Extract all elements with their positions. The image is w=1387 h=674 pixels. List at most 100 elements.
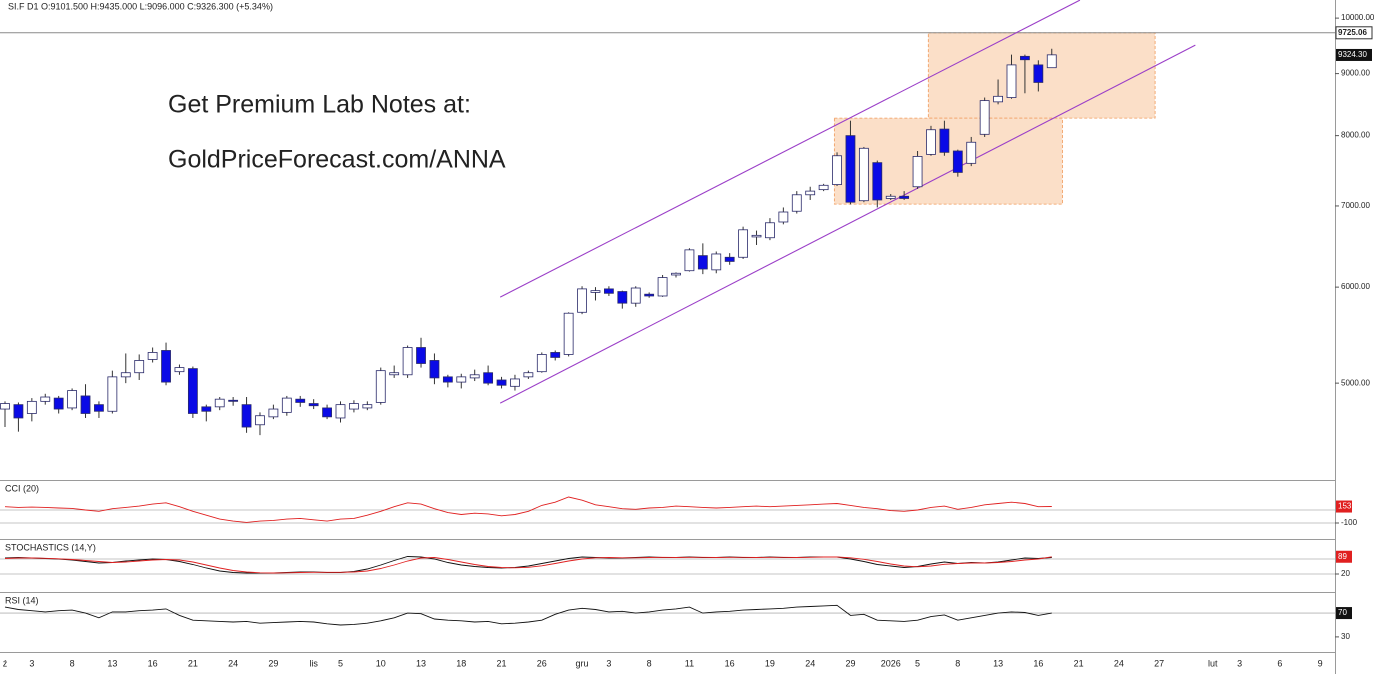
candle-body (536, 354, 547, 373)
candle-body (939, 128, 950, 153)
candle-body (671, 272, 681, 276)
x-tick-label: 24 (805, 658, 815, 668)
candle-body (201, 406, 212, 412)
x-tick-label: 13 (107, 658, 117, 668)
y-tick-label: 5000.00 (1341, 378, 1370, 387)
indicator-line (4, 556, 1052, 574)
y-tick-label: -100 (1341, 518, 1358, 527)
candle-body (483, 372, 494, 384)
candle-body (429, 360, 440, 379)
x-tick-label: lut (1208, 658, 1218, 668)
candle-body (147, 352, 158, 360)
candle-body (281, 397, 292, 413)
candle-body (295, 398, 306, 403)
last-value-box (1336, 500, 1352, 513)
price-tag-label: 9725.06 (1338, 28, 1367, 37)
candle-body (966, 141, 977, 164)
x-tick-label: 3 (29, 658, 34, 668)
candle-body (684, 249, 695, 272)
candle-body (630, 287, 641, 304)
candle-body (241, 404, 252, 428)
candle-body (711, 253, 722, 271)
candle-body (187, 368, 198, 414)
y-tick-label: 6000.00 (1341, 282, 1370, 291)
y-tick-label: 8000.00 (1341, 131, 1370, 140)
annotation: GoldPriceForecast.com/ANNA (168, 146, 506, 174)
candle-body (335, 404, 346, 419)
trend-line (499, 0, 1081, 298)
candle-body (389, 372, 400, 376)
x-tick-label: 5 (915, 658, 920, 668)
candle-body (67, 390, 77, 409)
candle-body (738, 229, 748, 258)
candle-body (751, 234, 762, 238)
x-tick-label: 8 (70, 658, 75, 668)
candle-body (255, 415, 265, 426)
x-tick-label: 24 (228, 658, 238, 668)
candle-body (308, 403, 319, 407)
price-tag-box (1335, 26, 1373, 40)
candle-body (40, 396, 51, 402)
candle-body (550, 352, 561, 358)
candle-body (563, 312, 574, 355)
candle-body (134, 360, 145, 374)
x-tick-label: 13 (416, 658, 426, 668)
panel-title: STOCHASTICS (14,Y) (5, 542, 96, 552)
candle-body (765, 222, 775, 239)
candle-body (375, 370, 386, 403)
candle-body (402, 347, 413, 376)
x-tick-label: 3 (606, 658, 611, 668)
candle-body (724, 256, 735, 262)
candle-body (657, 277, 668, 297)
candle-body (214, 398, 225, 408)
candle-body (469, 374, 480, 379)
candle-body (872, 162, 883, 201)
last-value-label: 153 (1338, 502, 1352, 511)
candle-body (885, 195, 896, 199)
candle-body (818, 184, 829, 191)
candle-body (617, 291, 628, 304)
candle-body (1033, 64, 1044, 83)
x-tick-label: 29 (845, 658, 855, 668)
x-tick-label: 21 (497, 658, 507, 668)
candle-body (107, 376, 118, 412)
x-tick-label: gru (576, 658, 589, 668)
candle-body (805, 190, 816, 196)
candle-body (120, 372, 131, 378)
last-price-box (1336, 48, 1372, 61)
candle-body (1046, 54, 1057, 69)
candle-body (322, 407, 332, 418)
last-value-box (1336, 550, 1352, 563)
x-tick-label: lis (309, 658, 318, 668)
y-tick-label: 10000.00 (1341, 13, 1375, 22)
x-tick-label: 5 (338, 658, 343, 668)
candle-body (496, 379, 507, 386)
candle-body (778, 211, 789, 223)
x-tick-label: 19 (765, 658, 775, 668)
candle-body (979, 100, 990, 135)
indicator-line (4, 604, 1052, 626)
candle-body (456, 376, 467, 383)
candle-body (442, 376, 453, 383)
candle-body (228, 399, 239, 402)
candle-body (80, 395, 91, 414)
candle-body (697, 255, 708, 270)
last-price-label: 9324.30 (1338, 50, 1367, 59)
x-tick-label: 18 (456, 658, 466, 668)
candle-body (161, 350, 171, 383)
candle-body (952, 150, 963, 173)
last-value-label: 70 (1338, 608, 1347, 617)
x-tick-label: 9 (1318, 658, 1323, 668)
candle-body (94, 404, 104, 412)
candle-body (26, 400, 37, 414)
candle-body (362, 404, 373, 409)
x-tick-label: 21 (188, 658, 198, 668)
candle-body (0, 403, 10, 410)
candle-body (523, 372, 534, 378)
candle-body (993, 95, 1003, 103)
x-tick-label: 29 (268, 658, 278, 668)
candle-body (1020, 55, 1030, 61)
indicator-line (4, 496, 1052, 523)
x-tick-label: ź (3, 658, 8, 668)
x-tick-label: 2026 (881, 658, 901, 668)
